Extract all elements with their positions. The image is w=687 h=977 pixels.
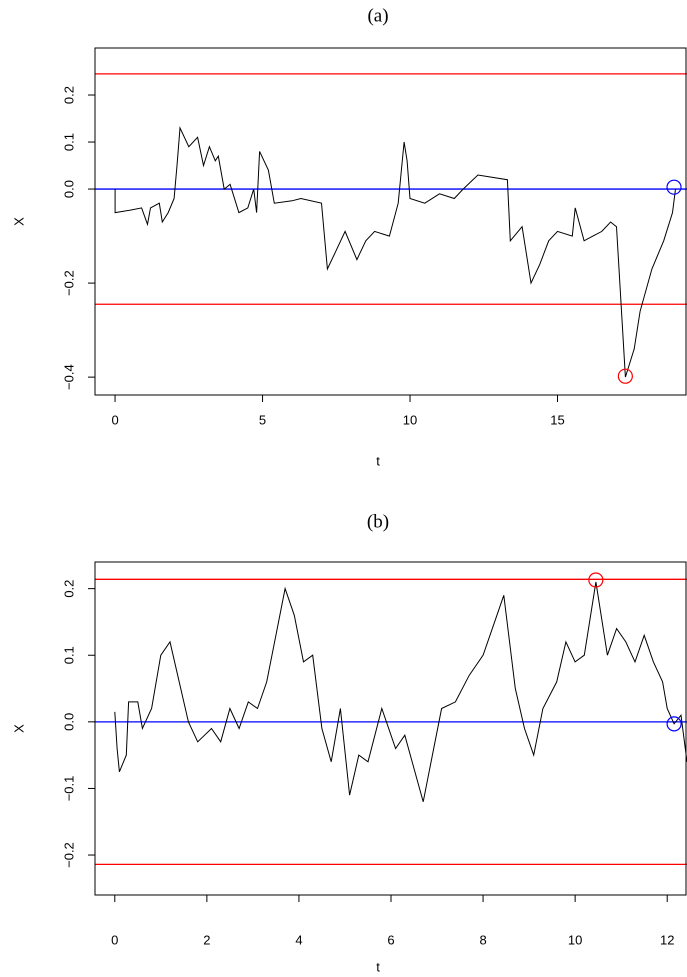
chart-title: (a) [367,5,388,26]
y-tick-label: −0.4 [61,364,76,390]
point-marker [666,716,682,732]
plot-frame [94,561,687,896]
chart-panel: 0 2 4 6 8 10 12 −0.2 −0.1 0.0 0.1 0.2 (b) t X [11,511,687,974]
series-line [114,581,687,802]
point-marker [588,572,604,588]
y-tick-label: 0.2 [61,580,76,598]
chart-panel: 0 5 10 15 −0.4 −0.2 0.0 0.1 0.2 (a) t X [11,5,687,468]
x-tick-label: 2 [203,932,210,947]
y-axis-label: X [11,724,26,733]
chart-title: (b) [367,511,389,532]
x-tick-label: 4 [295,932,302,947]
series-line [114,125,676,378]
x-axis-label: t [376,959,380,974]
y-tick-label: 0.1 [61,646,76,664]
x-tick-label: 8 [479,932,486,947]
plot-area [95,578,687,866]
plot-area [95,73,687,378]
y-tick-label: 0.1 [61,133,76,151]
y-tick-label: −0.1 [61,776,76,802]
x-tick-label: 15 [550,412,564,427]
x-tick-label: 10 [568,932,582,947]
x-tick-label: 0 [111,412,118,427]
y-tick-label: 0.0 [61,180,76,198]
plot-frame [94,47,687,396]
x-tick-label: 10 [403,412,417,427]
x-tick-label: 6 [387,932,394,947]
y-tick-label: 0.2 [61,86,76,104]
x-tick-label: 0 [111,932,118,947]
y-tick-label: −0.2 [61,842,76,868]
y-tick-label: 0.0 [61,713,76,731]
point-marker [666,179,682,195]
x-tick-label: 12 [660,932,674,947]
x-tick-label: 5 [259,412,266,427]
y-axis-label: X [11,217,26,226]
y-tick-label: −0.2 [61,270,76,296]
point-marker [617,368,633,384]
x-axis-label: t [376,453,380,468]
